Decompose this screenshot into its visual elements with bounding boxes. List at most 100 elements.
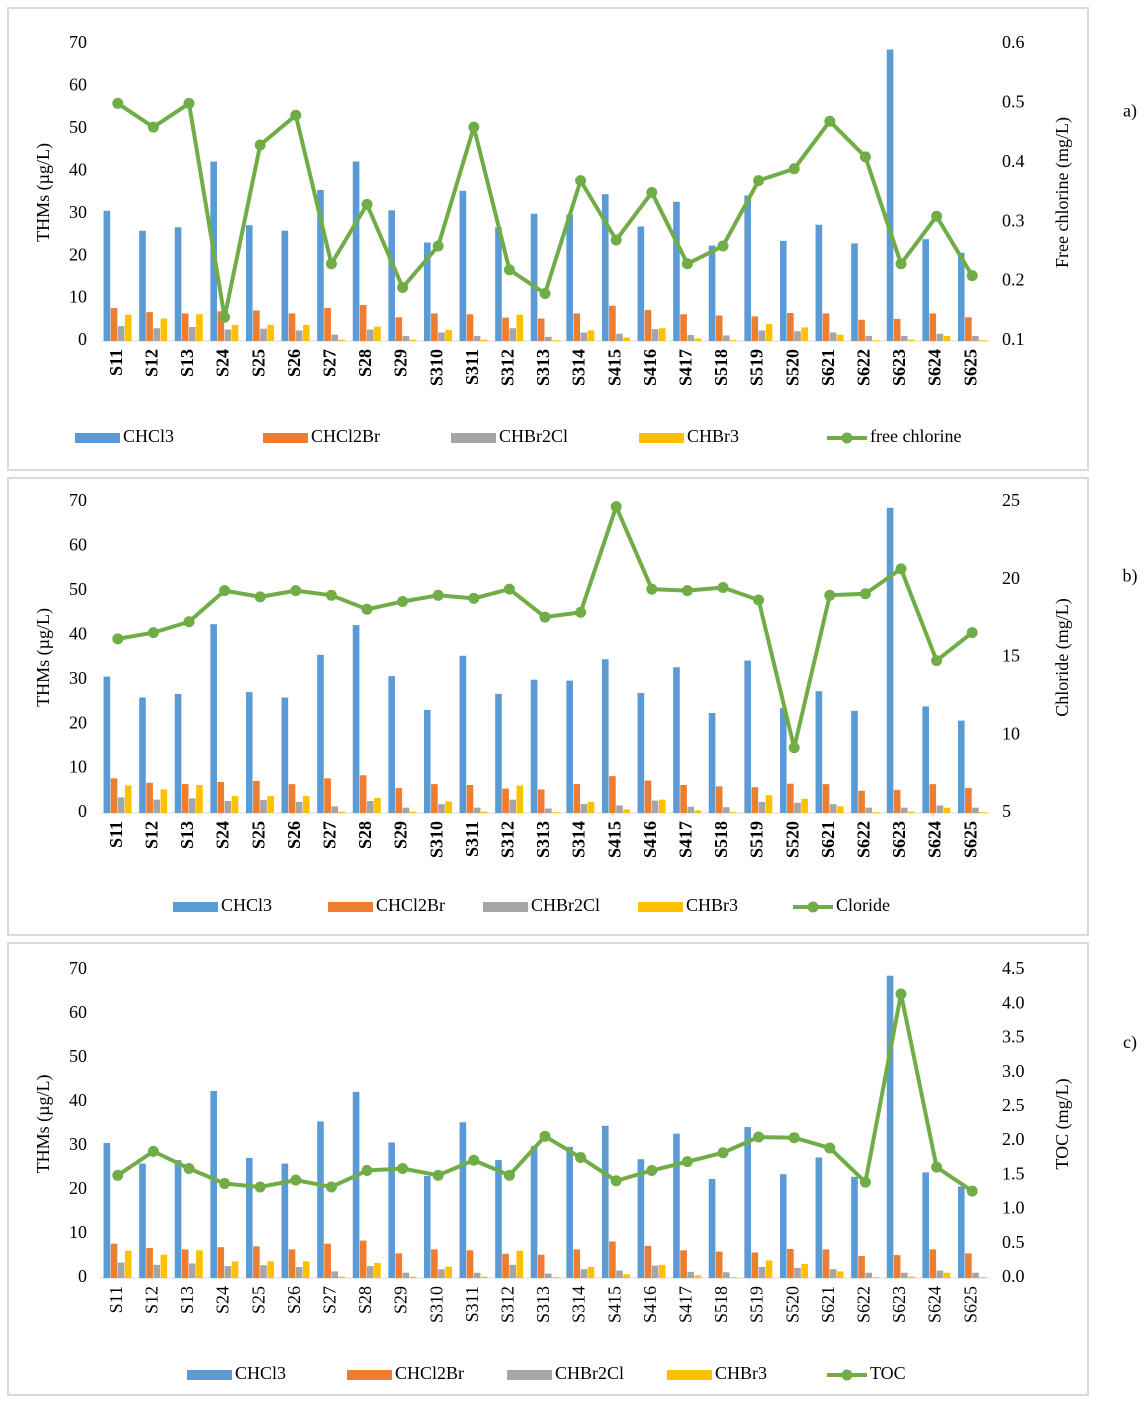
bar [210, 624, 217, 813]
bar [787, 783, 794, 813]
line-marker [468, 121, 480, 133]
legend-swatch [483, 902, 528, 912]
bar [893, 789, 901, 813]
bar [779, 240, 787, 341]
legend-swatch [507, 1370, 552, 1380]
bar [331, 806, 339, 813]
bar [979, 340, 986, 341]
bar [153, 799, 161, 813]
bar [338, 1276, 346, 1278]
bar [502, 317, 509, 341]
legend-label: CHBr3 [687, 426, 739, 446]
bar [324, 778, 331, 813]
legend-swatch [328, 902, 373, 912]
legend-label: CHBr2Cl [499, 426, 568, 446]
bar [352, 625, 360, 813]
legend-swatch [347, 1370, 392, 1380]
bar [545, 1273, 552, 1278]
bar [658, 799, 666, 813]
line-marker [753, 594, 765, 606]
line-marker [681, 258, 693, 270]
line-marker [931, 655, 943, 667]
bar [794, 331, 801, 341]
bar [117, 1262, 125, 1278]
legend-swatch [667, 1370, 712, 1380]
bar [965, 317, 972, 341]
bar [552, 1277, 559, 1278]
y-tick-label: 10 [69, 757, 87, 777]
bar [295, 330, 303, 341]
x-tick-label: S12 [142, 1286, 162, 1314]
y2-tick-label: 0.5 [1002, 1232, 1025, 1252]
x-tick-label: S311 [462, 1286, 482, 1322]
bar [573, 784, 581, 813]
x-tick-label: S311 [462, 349, 482, 385]
bar [139, 1163, 146, 1278]
bar [317, 654, 324, 813]
y-tick-label: 40 [69, 159, 87, 179]
x-tick-label: S28 [355, 349, 375, 377]
bar [431, 784, 438, 813]
x-tick-label: S314 [569, 1286, 589, 1323]
line-marker [361, 603, 373, 615]
x-tick-label: S13 [177, 349, 197, 377]
bar [936, 333, 944, 341]
line-marker [503, 1169, 515, 1181]
bar [423, 1175, 431, 1278]
bar [324, 1243, 331, 1278]
panel-frame [7, 7, 1089, 471]
bar [153, 328, 161, 341]
panel-label: a) [1123, 101, 1137, 122]
legend-swatch [173, 902, 218, 912]
x-tick-label: S625 [960, 1286, 980, 1323]
x-tick-label: S28 [355, 821, 375, 849]
line-marker [147, 121, 159, 133]
x-tick-label: S625 [960, 349, 980, 386]
line-marker [183, 1162, 195, 1174]
bar [972, 807, 979, 813]
line-marker [753, 1131, 765, 1143]
y-tick-label: 40 [69, 1090, 87, 1110]
bar [637, 1159, 645, 1278]
bar [110, 307, 118, 341]
bar [317, 1121, 324, 1278]
line-marker [717, 582, 729, 594]
x-tick-label: S310 [426, 349, 446, 386]
x-tick-label: S520 [782, 1286, 802, 1323]
x-tick-label: S622 [854, 1286, 874, 1323]
line-marker [361, 198, 373, 210]
legend-label: CHCl3 [123, 426, 174, 446]
bar [829, 804, 837, 813]
x-tick-label: S13 [177, 1286, 197, 1314]
bar [865, 807, 873, 813]
bar [124, 785, 132, 813]
x-tick-label: S25 [248, 821, 268, 849]
bar [929, 1249, 937, 1278]
x-tick-label: S29 [391, 1286, 411, 1314]
bar [545, 808, 552, 813]
bar [886, 507, 894, 813]
bar [680, 785, 687, 813]
bar [694, 1275, 702, 1278]
bar [253, 1246, 260, 1278]
bar [723, 335, 730, 341]
bar [160, 318, 168, 341]
x-tick-label: S26 [284, 1286, 304, 1314]
y2-tick-label: 0.3 [1002, 210, 1025, 230]
y2-tick-label: 0.6 [1002, 32, 1025, 52]
bar [402, 335, 410, 341]
line-marker [717, 1147, 729, 1159]
bar [851, 243, 858, 341]
y-tick-label: 30 [69, 1134, 87, 1154]
line-marker [112, 633, 124, 645]
bar [267, 1261, 274, 1278]
line-marker [468, 592, 480, 604]
bar [224, 1266, 232, 1278]
bar [302, 796, 310, 813]
x-tick-label: S310 [426, 821, 446, 858]
x-tick-label: S313 [533, 821, 553, 858]
bar [872, 812, 880, 813]
y-tick-label: 40 [69, 623, 87, 643]
line-marker [325, 1181, 337, 1193]
bar [181, 313, 189, 341]
